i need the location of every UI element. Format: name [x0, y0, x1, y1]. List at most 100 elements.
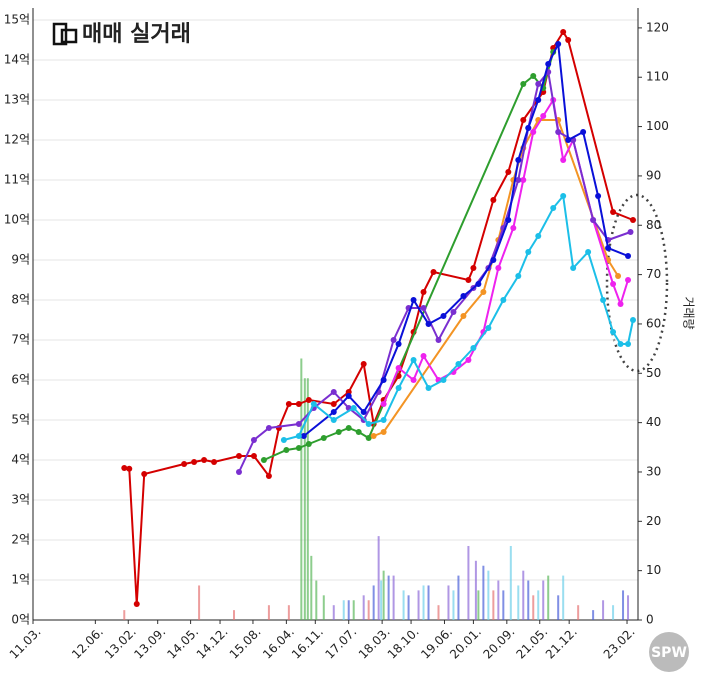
- volume-bar: [447, 585, 450, 620]
- y2-tick-label: 110: [646, 70, 669, 84]
- price-point: [600, 297, 607, 303]
- volume-bar: [342, 600, 345, 620]
- volume-bar: [303, 378, 306, 620]
- price-point: [265, 425, 272, 431]
- price-point: [285, 401, 292, 407]
- price-point: [465, 357, 472, 363]
- price-point: [617, 341, 624, 347]
- price-point: [395, 385, 402, 391]
- volume-bar: [287, 605, 290, 620]
- y2-tick-label: 20: [646, 514, 661, 528]
- price-point: [505, 169, 512, 175]
- price-point: [295, 421, 302, 427]
- y2-tick-label: 0: [646, 613, 654, 627]
- price-point: [365, 421, 372, 427]
- price-point: [250, 453, 257, 459]
- y-tick-label: 14억: [4, 53, 30, 67]
- y-tick-label: 15억: [4, 13, 30, 27]
- volume-bar: [497, 580, 500, 620]
- price-point: [420, 289, 427, 295]
- volume-bar: [467, 545, 470, 620]
- price-point: [610, 209, 617, 215]
- volume-bar: [402, 590, 405, 620]
- price-point: [610, 329, 617, 335]
- y-tick-label: 3억: [11, 493, 30, 507]
- volume-bar: [332, 605, 335, 620]
- volume-bar: [542, 580, 545, 620]
- price-point: [625, 341, 632, 347]
- price-point: [121, 465, 128, 471]
- volume-bar: [347, 600, 350, 620]
- price-point: [545, 61, 552, 67]
- y2-tick-label: 80: [646, 218, 661, 232]
- price-series: [280, 193, 637, 443]
- volume-bar: [380, 580, 383, 620]
- chart-title: 매매 실거래: [82, 22, 191, 47]
- volume-bar: [377, 536, 380, 620]
- volume-bar: [592, 610, 595, 620]
- price-point: [560, 29, 567, 35]
- price-point: [305, 441, 312, 447]
- price-point: [580, 129, 587, 135]
- price-point: [555, 41, 562, 47]
- price-point: [330, 401, 337, 407]
- watermark-badge: [649, 632, 689, 672]
- price-point: [535, 233, 542, 239]
- price-point: [265, 473, 272, 479]
- price-point: [181, 461, 188, 467]
- price-point: [535, 81, 542, 87]
- price-point: [470, 345, 477, 351]
- y-tick-label: 4억: [11, 453, 30, 467]
- price-point: [260, 457, 267, 463]
- y2-tick-label: 100: [646, 119, 669, 133]
- price-point: [540, 113, 547, 119]
- price-point: [530, 73, 537, 79]
- volume-bar: [537, 590, 540, 620]
- price-point: [395, 365, 402, 371]
- price-point: [550, 205, 557, 211]
- volume-bar: [547, 575, 550, 620]
- y2-tick-label: 60: [646, 316, 661, 330]
- price-point: [425, 321, 432, 327]
- price-point: [335, 429, 342, 435]
- y-tick-label: 9억: [11, 253, 30, 267]
- volume-bar: [557, 595, 560, 620]
- price-point: [520, 177, 527, 183]
- price-point: [515, 273, 522, 279]
- title-icon: [52, 22, 78, 46]
- price-point: [490, 257, 497, 263]
- price-point: [617, 301, 624, 307]
- price-point: [440, 313, 447, 319]
- price-point: [560, 157, 567, 163]
- y2-axis-label: 거래량: [682, 296, 696, 329]
- price-point: [280, 437, 287, 443]
- volume-series: [332, 536, 630, 620]
- volume-bar: [527, 580, 530, 620]
- price-point: [500, 297, 507, 303]
- price-point: [505, 217, 512, 223]
- price-point: [310, 401, 317, 407]
- volume-bar: [267, 605, 270, 620]
- volume-bar: [474, 560, 477, 620]
- volume-bar: [482, 565, 485, 620]
- y-tick-label: 1억: [11, 573, 30, 587]
- price-point: [515, 177, 522, 183]
- volume-bar: [452, 590, 455, 620]
- y2-tick-label: 120: [646, 20, 669, 34]
- price-point: [420, 305, 427, 311]
- price-point: [630, 317, 637, 323]
- price-point: [430, 269, 437, 275]
- price-point: [126, 465, 133, 472]
- volume-bar: [577, 605, 580, 620]
- volume-bar: [562, 575, 565, 620]
- price-point: [595, 193, 602, 199]
- price-point: [380, 429, 387, 435]
- price-point: [320, 435, 327, 441]
- volume-bar: [310, 555, 313, 620]
- volume-bar: [602, 600, 605, 620]
- volume-series: [347, 565, 625, 620]
- price-point: [295, 433, 302, 439]
- y2-tick-label: 50: [646, 366, 661, 380]
- price-point: [465, 277, 472, 283]
